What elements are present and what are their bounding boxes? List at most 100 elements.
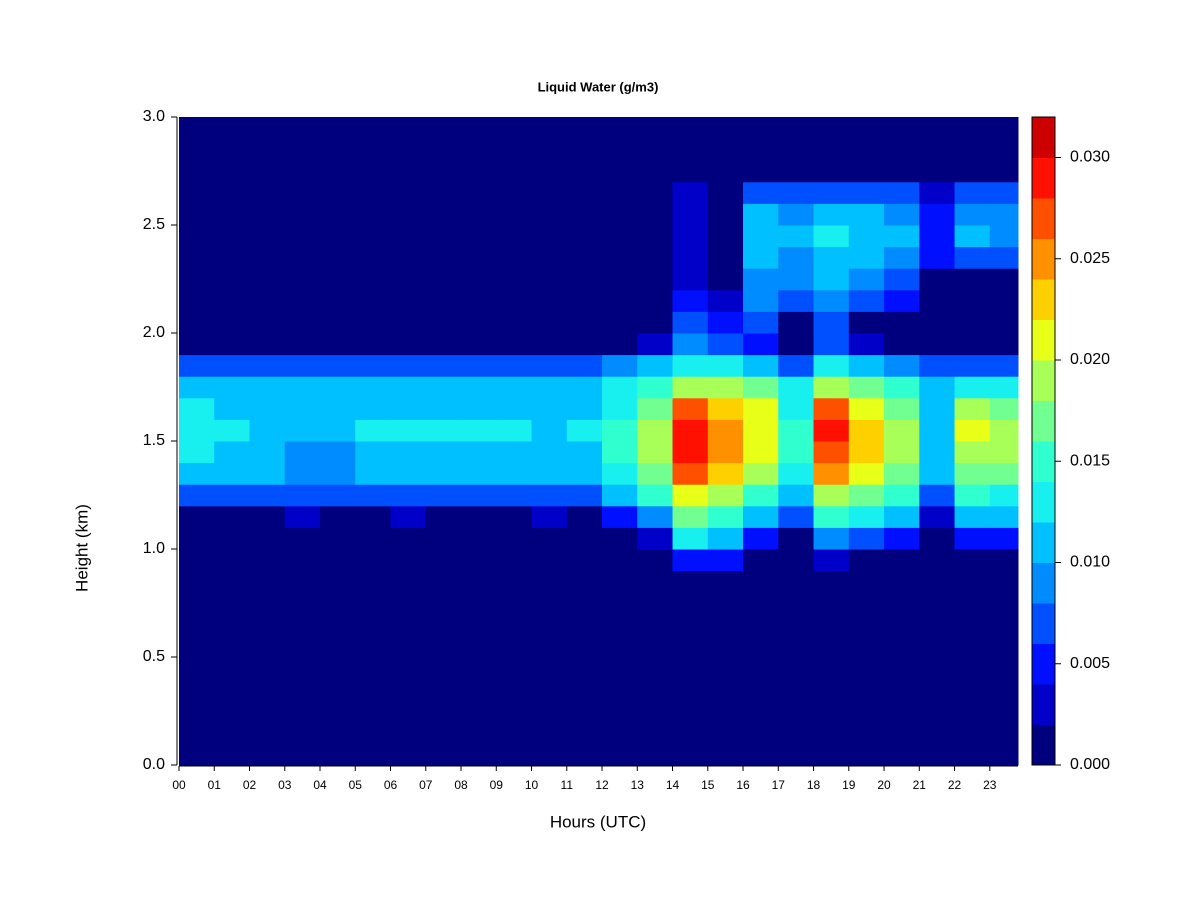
heatmap-cell: [778, 268, 815, 291]
heatmap-cell: [637, 333, 674, 356]
heatmap-cell: [531, 441, 568, 464]
heatmap-cell: [707, 181, 744, 204]
colorbar-band: [1032, 117, 1055, 158]
heatmap-cell: [778, 462, 815, 485]
heatmap-cell: [848, 311, 885, 334]
heatmap-cell: [743, 246, 779, 269]
heatmap-cell: [496, 441, 533, 464]
heatmap-cell: [707, 505, 744, 528]
heatmap-cell: [919, 419, 956, 442]
heatmap-cell: [884, 570, 920, 766]
colorbar-tick-label: 0.000: [1070, 756, 1110, 773]
heatmap-cell: [743, 419, 779, 442]
heatmap-cell: [989, 311, 1019, 334]
heatmap-cell: [179, 484, 215, 507]
heatmap-cell: [390, 181, 427, 204]
heatmap-cell: [249, 289, 286, 312]
heatmap-cell: [637, 225, 674, 248]
heatmap-cell: [425, 441, 462, 464]
x-tick-label: 13: [631, 778, 645, 792]
heatmap-cell: [425, 484, 462, 507]
heatmap-cell: [743, 570, 779, 766]
heatmap-cell: [989, 419, 1019, 442]
heatmap-cell: [390, 505, 427, 528]
heatmap-cell: [390, 549, 427, 572]
heatmap-cell: [954, 484, 991, 507]
heatmap-cell: [284, 268, 321, 291]
heatmap-cell: [355, 419, 392, 442]
heatmap-cell: [848, 462, 885, 485]
heatmap-cell: [566, 397, 603, 420]
heatmap-cell: [954, 117, 991, 183]
heatmap-cell: [602, 117, 638, 183]
heatmap-cell: [919, 246, 956, 269]
heatmap-cell: [884, 289, 920, 312]
heatmap-cell: [813, 397, 850, 420]
heatmap-cell: [320, 354, 356, 377]
heatmap-cell: [707, 419, 744, 442]
heatmap-cell: [637, 354, 674, 377]
heatmap-cell: [743, 333, 779, 356]
heatmap-cell: [602, 289, 638, 312]
x-tick-label: 04: [313, 778, 327, 792]
heatmap-cell: [919, 397, 956, 420]
heatmap-cell: [284, 181, 321, 204]
heatmap-cell: [848, 441, 885, 464]
heatmap-cell: [637, 484, 674, 507]
heatmap-cell: [884, 354, 920, 377]
heatmap-cell: [496, 376, 533, 399]
heatmap-cell: [848, 484, 885, 507]
heatmap-cell: [954, 419, 991, 442]
heatmap-cell: [249, 311, 286, 334]
heatmap-cell: [284, 549, 321, 572]
heatmap-cell: [320, 462, 356, 485]
heatmap-cell: [249, 570, 286, 766]
heatmap-cell: [602, 441, 638, 464]
heatmap-cell: [813, 354, 850, 377]
heatmap-cell: [672, 505, 709, 528]
heatmap-cell: [848, 268, 885, 291]
heatmap-cell: [989, 225, 1019, 248]
heatmap-cell: [813, 289, 850, 312]
heatmap-cell: [707, 311, 744, 334]
x-tick-label: 15: [701, 778, 715, 792]
heatmap-cell: [672, 289, 709, 312]
x-tick-label: 19: [842, 778, 856, 792]
heatmap-cell: [672, 419, 709, 442]
heatmap-cell: [284, 376, 321, 399]
heatmap-cell: [848, 376, 885, 399]
heatmap-cell: [637, 570, 674, 766]
heatmap-cell: [672, 225, 709, 248]
heatmap-cell: [672, 246, 709, 269]
x-tick-label: 01: [208, 778, 222, 792]
heatmap-cell: [320, 225, 356, 248]
heatmap-cell: [355, 397, 392, 420]
heatmap-cell: [637, 376, 674, 399]
heatmap-cell: [320, 505, 356, 528]
heatmap-cell: [214, 225, 251, 248]
heatmap-cell: [284, 527, 321, 550]
heatmap-cell: [919, 268, 956, 291]
heatmap-cell: [566, 441, 603, 464]
heatmap-cell: [848, 570, 885, 766]
heatmap-cell: [284, 333, 321, 356]
heatmap-cell: [637, 289, 674, 312]
heatmap-cell: [848, 354, 885, 377]
heatmap-cell: [672, 570, 709, 766]
heatmap-cell: [778, 289, 815, 312]
y-tick-label: 2.0: [143, 324, 165, 341]
heatmap-cell: [919, 570, 956, 766]
heatmap-cell: [531, 268, 568, 291]
heatmap-cell: [214, 549, 251, 572]
heatmap-cell: [602, 462, 638, 485]
heatmap-cell: [179, 311, 215, 334]
heatmap-cell: [461, 505, 497, 528]
heatmap-cell: [425, 549, 462, 572]
heatmap-cell: [813, 225, 850, 248]
heatmap-cell: [778, 203, 815, 226]
heatmap-cell: [496, 268, 533, 291]
heatmap-cell: [179, 246, 215, 269]
heatmap-cell: [637, 419, 674, 442]
heatmap-cell: [461, 289, 497, 312]
x-tick-label: 05: [349, 778, 363, 792]
